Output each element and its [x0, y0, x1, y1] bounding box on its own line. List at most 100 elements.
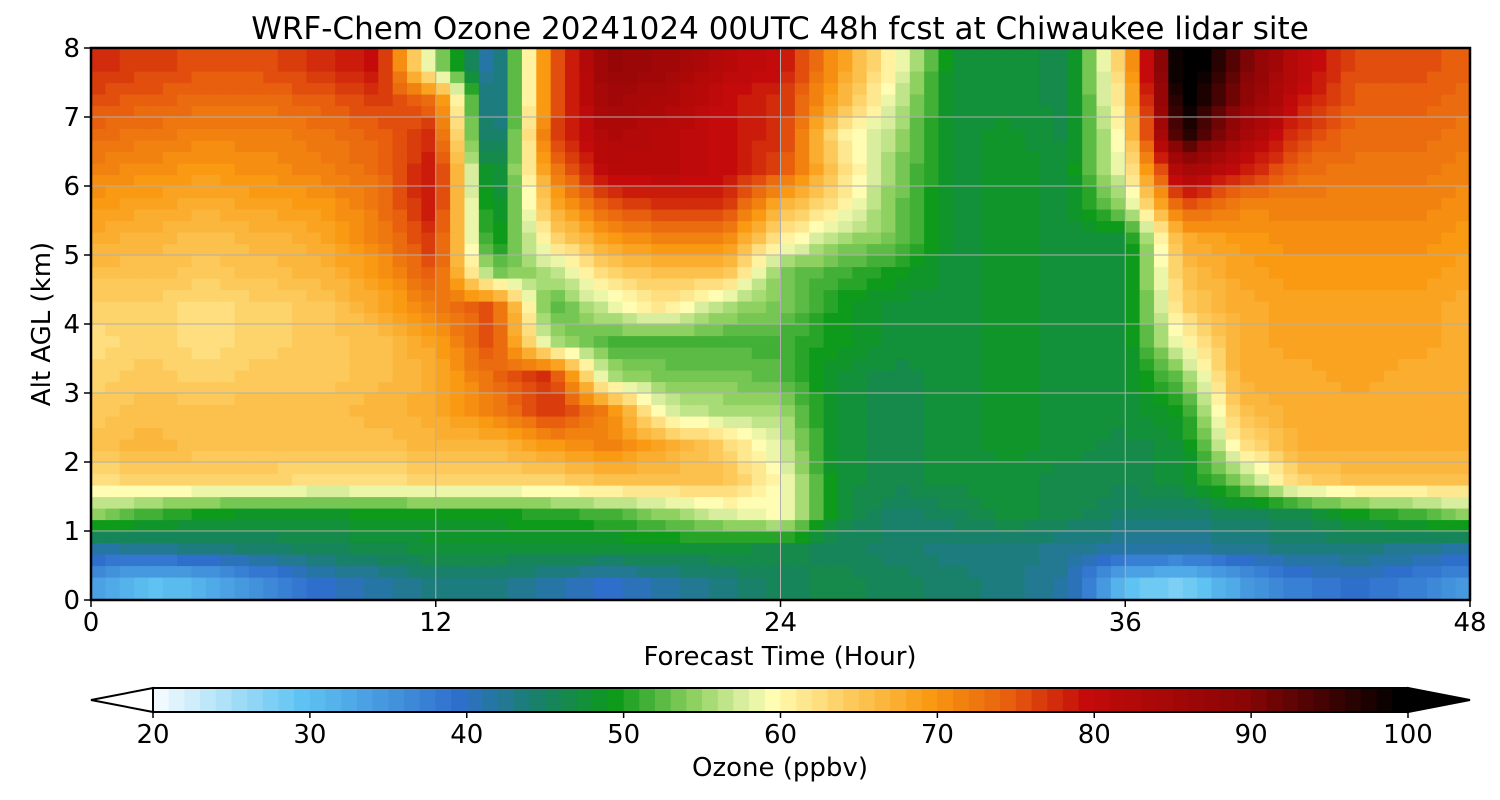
heatmap-cell [1168, 450, 1184, 463]
heatmap-cell [823, 94, 839, 107]
colorbar-tick-label: 100 [1383, 720, 1433, 750]
heatmap-cell [866, 48, 882, 61]
heatmap-cell [924, 278, 940, 291]
heatmap-cell [1010, 404, 1026, 417]
heatmap-cell [622, 531, 638, 544]
heatmap-cell [177, 450, 193, 463]
heatmap-cell [1211, 531, 1227, 544]
heatmap-cell [694, 404, 710, 417]
heatmap-cell [708, 220, 724, 233]
heatmap-cell [766, 301, 782, 314]
heatmap-cell [579, 255, 595, 268]
heatmap-cell [1168, 542, 1184, 555]
heatmap-cell [521, 496, 537, 509]
heatmap-cell [263, 128, 279, 141]
heatmap-cell [708, 439, 724, 452]
heatmap-cell [234, 496, 250, 509]
heatmap-cell [1283, 554, 1299, 567]
heatmap-cell [378, 59, 394, 72]
heatmap-cell [435, 519, 451, 532]
heatmap-cell [809, 266, 825, 279]
heatmap-cell [1153, 370, 1169, 383]
heatmap-cell [91, 324, 106, 337]
heatmap-cell [1441, 508, 1457, 521]
heatmap-cell [435, 94, 451, 107]
heatmap-cell [866, 220, 882, 233]
heatmap-cell [694, 450, 710, 463]
heatmap-cell [1398, 174, 1414, 187]
heatmap-cell [134, 209, 150, 222]
heatmap-cell [234, 117, 250, 130]
heatmap-cell [751, 140, 767, 153]
heatmap-cell [263, 450, 279, 463]
heatmap-cell [852, 71, 868, 84]
heatmap-cell [478, 404, 494, 417]
colorbar-swatch [1015, 688, 1032, 712]
heatmap-cell [1153, 105, 1169, 118]
heatmap-cell [924, 588, 940, 601]
heatmap-cell [1340, 324, 1356, 337]
heatmap-cell [1211, 128, 1227, 141]
heatmap-cell [924, 163, 940, 176]
y-tick-label: 5 [63, 241, 80, 271]
heatmap-cell [378, 554, 394, 567]
heatmap-cell [1182, 220, 1198, 233]
heatmap-cell [995, 128, 1011, 141]
heatmap-cell [694, 370, 710, 383]
heatmap-cell [1398, 450, 1414, 463]
heatmap-cell [162, 496, 178, 509]
heatmap-cell [521, 186, 537, 199]
heatmap-cell [320, 416, 336, 429]
heatmap-cell [679, 48, 695, 61]
heatmap-cell [1311, 358, 1327, 371]
heatmap-cell [952, 324, 968, 337]
heatmap-cell [105, 48, 121, 61]
heatmap-cell [421, 519, 437, 532]
heatmap-cell [780, 243, 796, 256]
heatmap-cell [421, 48, 437, 61]
heatmap-cell [320, 186, 336, 199]
heatmap-cell [1240, 255, 1256, 268]
heatmap-cell [1168, 105, 1184, 118]
heatmap-cell [995, 243, 1011, 256]
heatmap-cell [306, 278, 322, 291]
heatmap-cell [1240, 565, 1256, 578]
heatmap-cell [162, 232, 178, 245]
heatmap-cell [249, 404, 264, 417]
heatmap-cell [134, 335, 150, 348]
heatmap-cell [1225, 519, 1241, 532]
heatmap-cell [1254, 485, 1270, 498]
heatmap-cell [550, 427, 566, 440]
heatmap-cell [392, 542, 408, 555]
heatmap-cell [392, 94, 408, 107]
colorbar-label: Ozone (ppbv) [692, 753, 868, 783]
heatmap-cell [521, 416, 537, 429]
heatmap-cell [234, 151, 250, 164]
heatmap-cell [622, 186, 638, 199]
heatmap-cell [794, 312, 810, 325]
heatmap-cell [909, 496, 925, 509]
heatmap-cell [895, 404, 911, 417]
colorbar-swatch [498, 688, 515, 712]
heatmap-cell [766, 381, 782, 394]
heatmap-cell [909, 324, 925, 337]
colorbar-swatch [1204, 688, 1221, 712]
heatmap-cell [809, 174, 825, 187]
heatmap-cell [363, 209, 379, 222]
heatmap-cell [1182, 531, 1198, 544]
heatmap-cell [1383, 94, 1399, 107]
heatmap-cell [1039, 508, 1055, 521]
heatmap-cell [177, 439, 193, 452]
heatmap-cell [91, 358, 106, 371]
heatmap-cell [1426, 243, 1442, 256]
heatmap-cell [550, 140, 566, 153]
heatmap-cell [608, 220, 624, 233]
heatmap-cell [407, 174, 422, 187]
heatmap-cell [421, 220, 437, 233]
heatmap-cell [1311, 496, 1327, 509]
heatmap-cell [205, 312, 221, 325]
heatmap-cell [665, 59, 681, 72]
heatmap-cell [1153, 266, 1169, 279]
heatmap-cell [1225, 197, 1241, 210]
heatmap-cell [363, 565, 379, 578]
